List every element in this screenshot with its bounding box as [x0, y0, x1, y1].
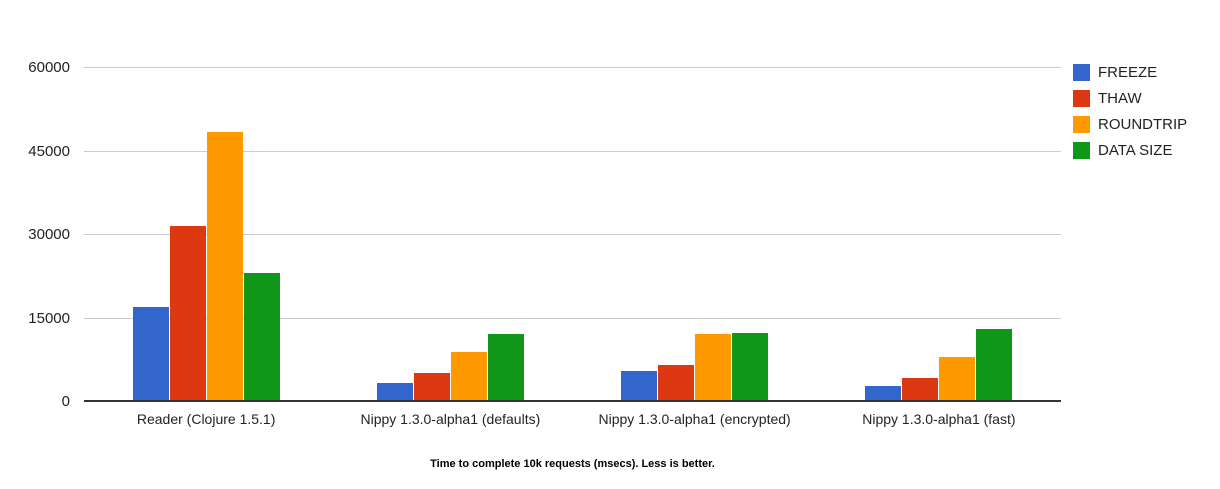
y-tick-label-15000: 15000: [28, 309, 70, 327]
bar-data-size[interactable]: [976, 329, 1013, 402]
legend-item-thaw[interactable]: THAW: [1073, 90, 1187, 107]
y-tick-label-30000: 30000: [28, 226, 70, 243]
legend-label-freeze: FREEZE: [1098, 64, 1158, 81]
bar-group-reader-(clojure-1.5.1): [84, 68, 328, 402]
bar-freeze[interactable]: [376, 382, 413, 402]
x-category-label-reader-(clojure-1.5.1): Reader (Clojure 1.5.1): [136, 411, 276, 427]
legend-item-freeze[interactable]: FREEZE: [1073, 64, 1187, 81]
legend-swatch-freeze: [1073, 64, 1090, 81]
chart-caption: Time to complete 10k requests (msecs). L…: [430, 458, 715, 470]
bar-freeze[interactable]: [132, 307, 169, 402]
x-category-label-nippy-1.3.0-alpha1-(fast): Nippy 1.3.0-alpha1 (fast): [862, 411, 1016, 427]
bar-roundtrip[interactable]: [939, 356, 976, 402]
bar-data-size[interactable]: [487, 334, 524, 402]
bar-roundtrip[interactable]: [450, 351, 487, 402]
bar-thaw[interactable]: [413, 373, 450, 402]
legend-swatch-thaw: [1073, 90, 1090, 107]
legend-label-data-size: DATA SIZE: [1098, 142, 1173, 159]
x-axis: Reader (Clojure 1.5.1) Nippy 1.3.0-alpha1…: [84, 411, 1061, 427]
bar-roundtrip[interactable]: [206, 132, 243, 402]
legend-label-thaw: THAW: [1098, 90, 1142, 107]
bar-group-nippy-1.3.0-alpha1-(encrypted): [573, 68, 817, 402]
y-tick-label-0: 0: [61, 393, 70, 410]
bar-group-nippy-1.3.0-alpha1-(defaults): [328, 68, 572, 402]
x-category-label-nippy-1.3.0-alpha1-(encrypted): Nippy 1.3.0-alpha1 (encrypted): [598, 411, 791, 427]
y-tick-label-45000: 45000: [28, 142, 70, 160]
plot-area: [84, 67, 1061, 402]
bar-thaw[interactable]: [902, 377, 939, 402]
legend: FREEZE THAW ROUNDTRIP DATA SIZE: [1073, 64, 1187, 168]
gridline-60000: [84, 67, 1061, 68]
bar-data-size[interactable]: [732, 332, 769, 402]
bar-freeze[interactable]: [621, 370, 658, 402]
bar-group-nippy-1.3.0-alpha1-(fast): [817, 68, 1061, 402]
legend-swatch-roundtrip: [1073, 116, 1090, 133]
legend-item-data-size[interactable]: DATA SIZE: [1073, 142, 1187, 159]
baseline: [84, 400, 1061, 402]
bar-thaw[interactable]: [169, 226, 206, 402]
bar-groups: [84, 68, 1061, 402]
legend-item-roundtrip[interactable]: ROUNDTRIP: [1073, 116, 1187, 133]
legend-label-roundtrip: ROUNDTRIP: [1098, 116, 1188, 133]
y-tick-label-60000: 60000: [28, 59, 70, 76]
gridline-45000: [84, 150, 1061, 152]
gridline-15000: [84, 317, 1061, 319]
bar-roundtrip[interactable]: [695, 333, 732, 402]
gridline-30000: [84, 234, 1061, 235]
x-category-label-nippy-1.3.0-alpha1-(defaults): Nippy 1.3.0-alpha1 (defaults): [360, 411, 541, 427]
legend-swatch-data-size: [1073, 142, 1090, 159]
bar-freeze[interactable]: [865, 385, 902, 402]
bar-thaw[interactable]: [658, 365, 695, 402]
bar-data-size[interactable]: [243, 273, 280, 402]
